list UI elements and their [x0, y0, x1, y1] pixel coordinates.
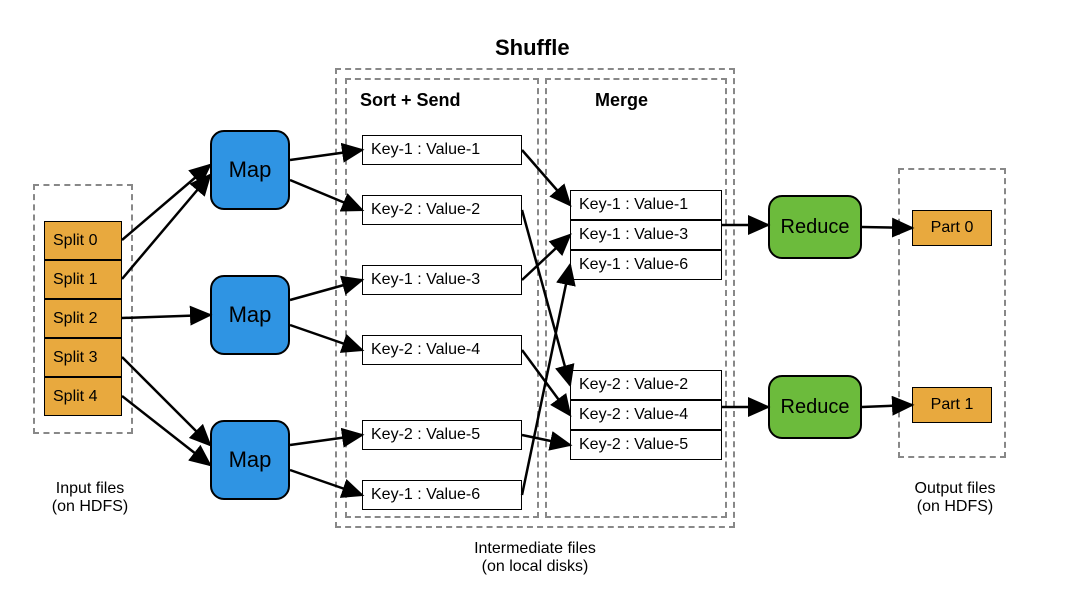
merge-kv-1a: Key-1 : Value-1: [570, 190, 722, 220]
sort-kv-3: Key-1 : Value-3: [362, 265, 522, 295]
sort-kv-2: Key-2 : Value-2: [362, 195, 522, 225]
sort-kv-4: Key-2 : Value-4: [362, 335, 522, 365]
merge-kv-2c: Key-2 : Value-5: [570, 430, 722, 460]
map-node-0: Map: [210, 130, 290, 210]
split-2: Split 2: [44, 299, 122, 338]
sort-kv-5: Key-2 : Value-5: [362, 420, 522, 450]
split-0: Split 0: [44, 221, 122, 260]
shuffle-title: Shuffle: [495, 35, 570, 61]
split-3: Split 3: [44, 338, 122, 377]
reduce-node-1: Reduce: [768, 375, 862, 439]
sort-kv-1: Key-1 : Value-1: [362, 135, 522, 165]
merge-title: Merge: [595, 90, 648, 111]
input-caption: Input files (on HDFS): [10, 480, 170, 516]
map-node-2: Map: [210, 420, 290, 500]
merge-kv-1c: Key-1 : Value-6: [570, 250, 722, 280]
sort-kv-6: Key-1 : Value-6: [362, 480, 522, 510]
part-0: Part 0: [912, 210, 992, 246]
merge-kv-2b: Key-2 : Value-4: [570, 400, 722, 430]
sort-title: Sort + Send: [360, 90, 461, 111]
merge-kv-2a: Key-2 : Value-2: [570, 370, 722, 400]
part-1: Part 1: [912, 387, 992, 423]
output-caption: Output files (on HDFS): [875, 480, 1035, 516]
intermediate-caption: Intermediate files (on local disks): [455, 540, 615, 576]
map-node-1: Map: [210, 275, 290, 355]
split-4: Split 4: [44, 377, 122, 416]
split-1: Split 1: [44, 260, 122, 299]
reduce-node-0: Reduce: [768, 195, 862, 259]
merge-kv-1b: Key-1 : Value-3: [570, 220, 722, 250]
